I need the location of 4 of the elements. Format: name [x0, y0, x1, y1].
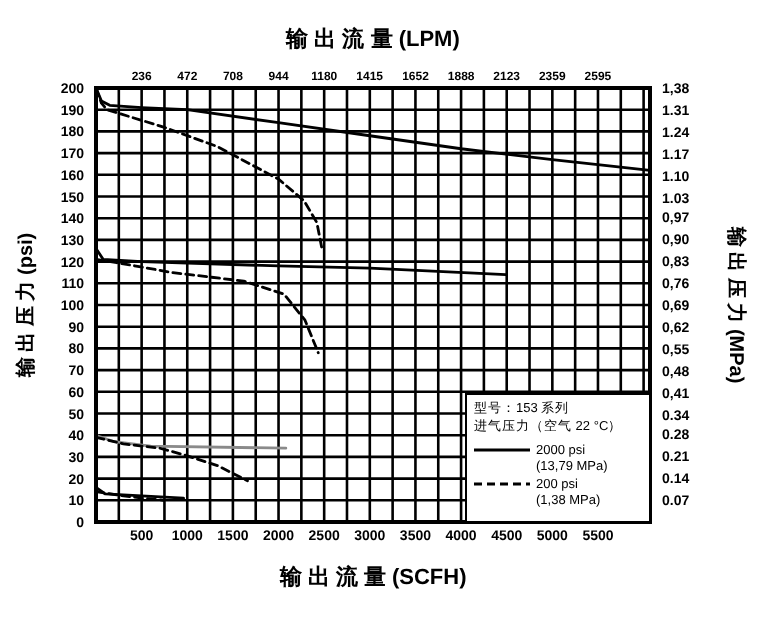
x-axis-title: 输 出 流 量 (SCFH) [277, 564, 468, 590]
y-axis-title: 输 出 压 力 (psi) [14, 232, 38, 380]
y2-axis-title: 输 出 压 力 (MPa) [724, 224, 748, 384]
x2-axis-title: 输 出 流 量 (LPM) [284, 26, 461, 52]
